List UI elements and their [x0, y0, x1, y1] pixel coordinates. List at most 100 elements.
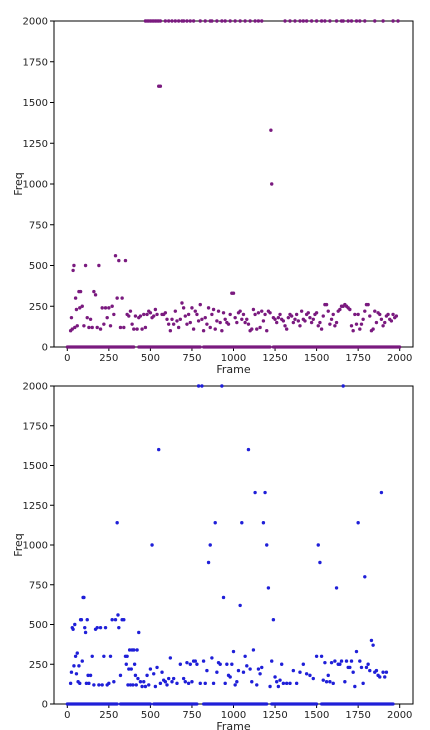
- data-point: [98, 327, 103, 331]
- data-point: [181, 19, 186, 23]
- data-point: [268, 684, 272, 689]
- data-point: [354, 649, 359, 654]
- data-point: [181, 676, 186, 681]
- data-point: [153, 307, 158, 312]
- data-point: [356, 312, 360, 317]
- data-point: [349, 324, 354, 328]
- data-point: [333, 324, 337, 328]
- data-point: [128, 309, 133, 313]
- data-point: [250, 680, 254, 684]
- data-point: [70, 327, 74, 331]
- data-point: [334, 320, 339, 325]
- data-point: [78, 306, 82, 310]
- data-point: [190, 306, 194, 310]
- data-point: [273, 317, 277, 321]
- data-point: [261, 319, 266, 323]
- bottom-x-axis-label: Frame: [216, 720, 251, 730]
- data-point: [188, 662, 192, 666]
- data-point: [328, 680, 332, 684]
- data-point: [308, 315, 312, 320]
- data-point: [218, 320, 222, 325]
- data-point: [238, 603, 242, 608]
- data-point: [203, 681, 207, 686]
- data-point: [331, 681, 335, 686]
- data-point: [265, 329, 269, 333]
- data-point: [250, 327, 254, 331]
- data-point: [143, 325, 148, 330]
- data-point: [176, 19, 181, 23]
- data-point: [306, 311, 310, 315]
- data-point: [183, 680, 188, 684]
- data-point: [69, 670, 74, 674]
- data-point: [128, 683, 133, 687]
- data-point: [213, 327, 217, 331]
- data-point: [384, 670, 389, 674]
- data-point: [318, 560, 322, 565]
- x-tick-label: 1000: [221, 353, 246, 364]
- data-point: [186, 312, 191, 317]
- data-point: [309, 320, 314, 325]
- data-point: [218, 662, 222, 666]
- data-point: [275, 320, 279, 325]
- data-point: [115, 521, 119, 525]
- data-point: [73, 654, 78, 658]
- data-point: [389, 319, 394, 323]
- data-point: [309, 19, 314, 23]
- data-point: [112, 312, 116, 317]
- data-point: [188, 320, 192, 325]
- data-point: [73, 622, 77, 627]
- y-tick-label: 250: [29, 302, 48, 313]
- data-point: [108, 324, 113, 328]
- data-point: [158, 84, 163, 88]
- y-tick-label: 1500: [23, 98, 48, 109]
- data-point: [71, 268, 75, 273]
- data-point: [105, 315, 109, 320]
- data-point: [339, 659, 344, 663]
- data-point: [233, 683, 237, 687]
- data-point: [215, 670, 219, 674]
- data-point: [298, 19, 302, 23]
- data-point: [260, 309, 264, 313]
- data-point: [371, 327, 375, 331]
- data-point: [344, 659, 349, 663]
- data-point: [253, 312, 257, 317]
- data-point: [133, 314, 138, 318]
- data-point: [170, 19, 174, 23]
- data-point: [138, 680, 143, 684]
- data-point: [87, 325, 91, 330]
- data-point: [271, 618, 276, 622]
- y-tick-label: 1250: [23, 139, 48, 150]
- y-tick-label: 500: [29, 261, 48, 272]
- data-point: [127, 314, 131, 318]
- data-point: [98, 625, 103, 630]
- data-point: [160, 670, 164, 674]
- data-point: [223, 19, 227, 23]
- data-point: [319, 654, 324, 658]
- top-y-axis-label: Freq: [12, 172, 25, 196]
- data-point: [394, 314, 399, 318]
- data-point: [136, 676, 140, 681]
- data-point: [235, 320, 239, 325]
- data-point: [304, 672, 309, 676]
- data-point: [223, 681, 227, 686]
- data-point: [369, 638, 374, 643]
- data-point: [166, 19, 171, 23]
- data-point: [291, 668, 296, 673]
- top-axis-ticks: 0 250 500 750 1000 1250 1500 1750 2000 0 250 500 750…: [23, 17, 413, 365]
- data-point: [391, 312, 395, 317]
- data-point: [84, 681, 89, 686]
- x-tick-label: 0: [64, 710, 70, 721]
- data-point: [286, 315, 291, 320]
- data-point: [132, 327, 136, 331]
- data-point: [85, 315, 89, 320]
- data-point: [140, 327, 144, 331]
- data-point: [117, 625, 121, 630]
- data-point: [110, 304, 114, 308]
- data-point: [321, 678, 325, 682]
- data-point: [198, 681, 202, 686]
- bottom-plot-frame: [53, 385, 414, 705]
- y-tick-label: 750: [29, 220, 48, 231]
- data-point: [260, 665, 264, 670]
- data-point: [142, 680, 146, 684]
- data-point: [120, 296, 124, 300]
